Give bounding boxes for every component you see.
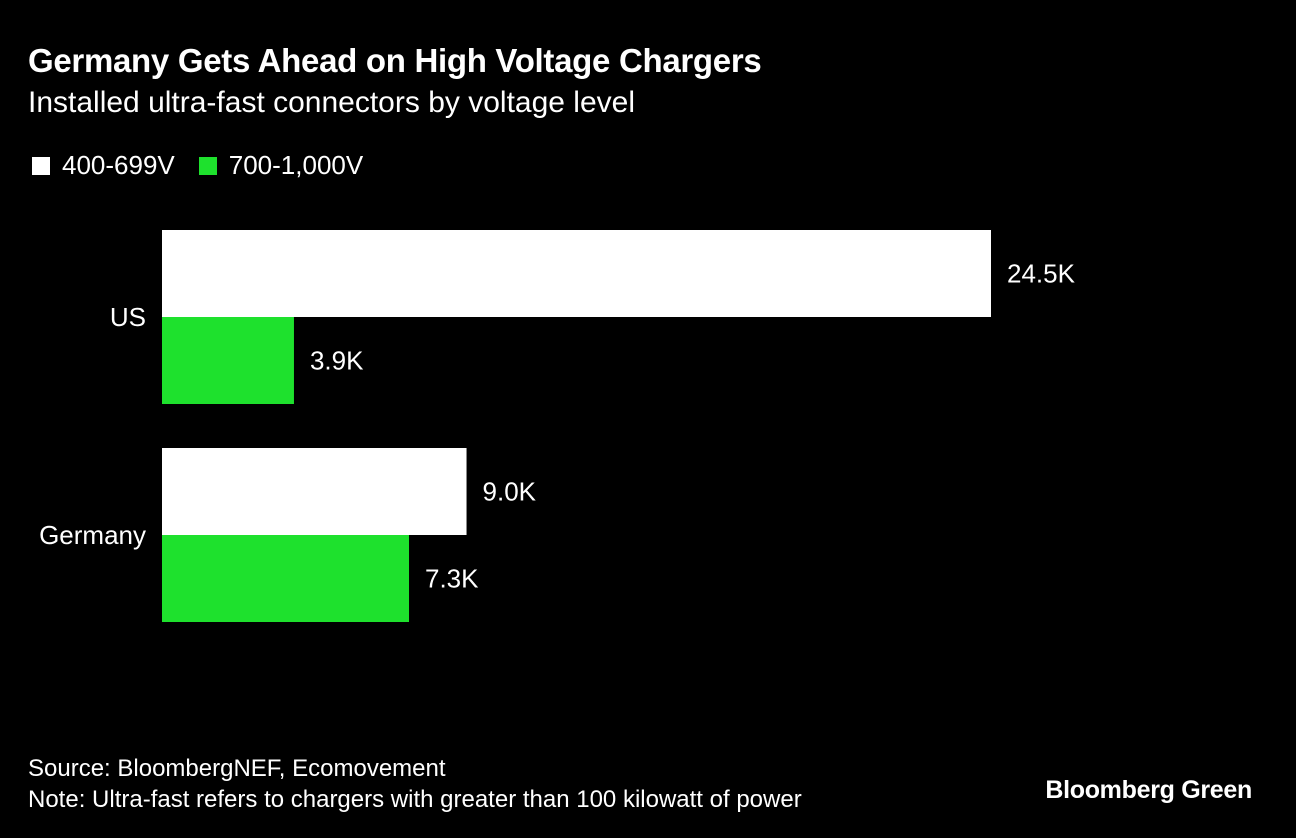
bloomberg-green-logo: Bloomberg Green — [1045, 776, 1252, 804]
data-label-us-series-1: 3.9K — [310, 346, 364, 376]
bar-germany-series-1 — [162, 535, 410, 622]
legend-swatch-400-699v — [32, 156, 50, 175]
chart-title: Germany Gets Ahead on High Voltage Charg… — [28, 42, 762, 79]
footnote: Note: Ultra-fast refers to chargers with… — [28, 786, 802, 813]
bar-germany-series-0 — [162, 448, 467, 535]
footer: Source: BloombergNEF, Ecomovement Note: … — [28, 753, 802, 815]
legend-label-400-699v: 400-699V — [62, 150, 175, 180]
legend-item-700-1000v: 700-1,000V — [198, 150, 364, 181]
legend: 400-699V 700-1,000V — [32, 150, 387, 181]
source-note: Source: BloombergNEF, Ecomovement — [28, 755, 446, 782]
category-label-us: US — [110, 302, 146, 332]
bar-us-series-0 — [162, 230, 991, 317]
data-label-germany-series-0: 9.0K — [483, 477, 537, 507]
data-label-germany-series-1: 7.3K — [425, 564, 479, 594]
bar-us-series-1 — [162, 317, 294, 404]
data-label-us-series-0: 24.5K — [1007, 259, 1076, 289]
legend-item-400-699v: 400-699V — [32, 150, 175, 181]
legend-swatch-700-1000v — [198, 156, 217, 175]
chart-subtitle: Installed ultra-fast connectors by volta… — [28, 86, 635, 119]
category-label-germany: Germany — [39, 520, 146, 550]
legend-label-700-1000v: 700-1,000V — [228, 150, 364, 180]
